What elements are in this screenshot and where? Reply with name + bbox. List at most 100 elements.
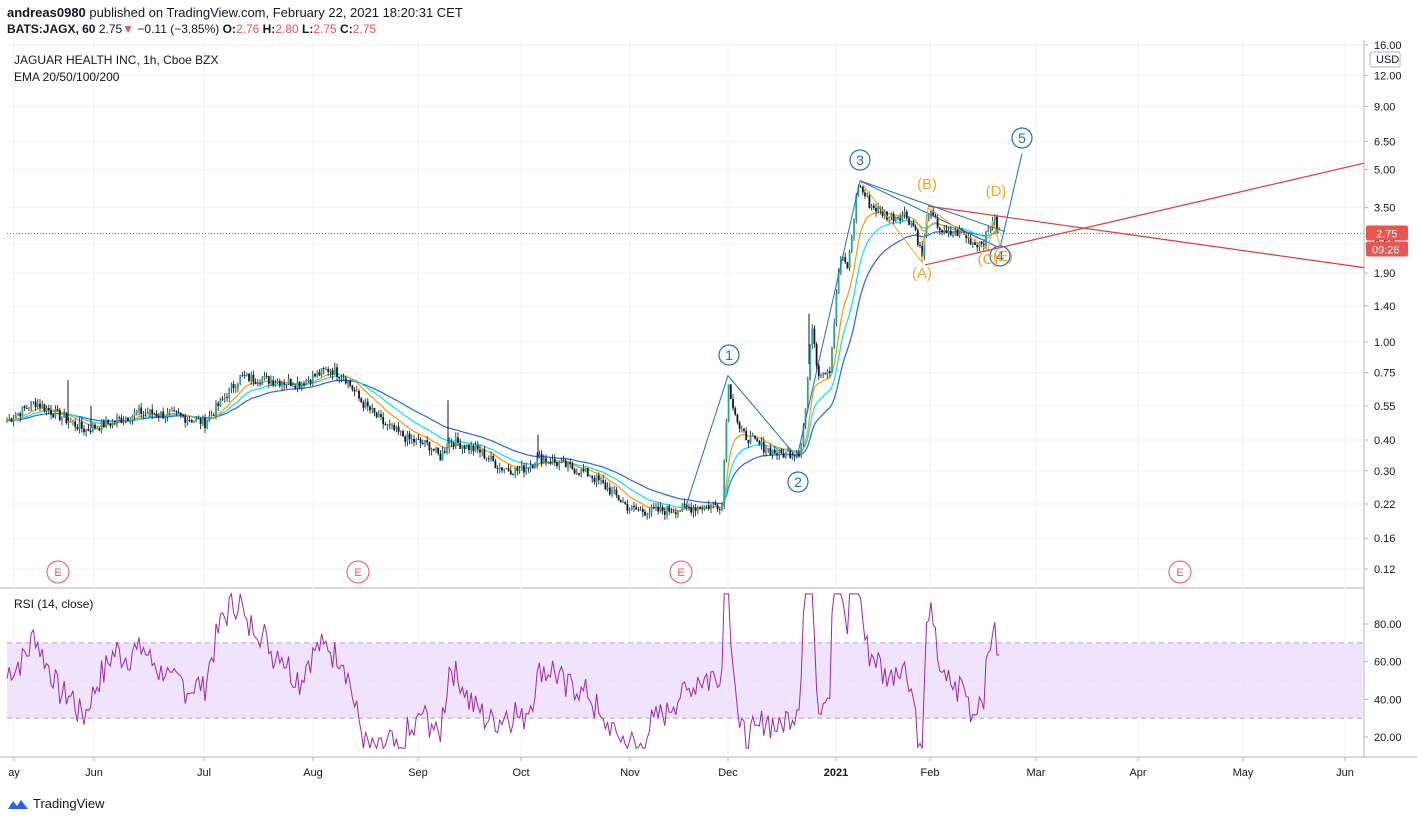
candle-body bbox=[472, 445, 475, 451]
candle-body bbox=[135, 411, 138, 413]
candle-body bbox=[670, 511, 673, 513]
candle-body bbox=[960, 228, 963, 233]
candle-body bbox=[74, 421, 77, 427]
candle-body bbox=[52, 414, 55, 418]
candle-body bbox=[974, 242, 976, 246]
candle-body bbox=[325, 368, 327, 370]
candle-body bbox=[626, 503, 629, 511]
rsi-legend[interactable]: RSI (14, close) bbox=[14, 597, 94, 611]
price-axis[interactable]: 16.0012.009.006.505.003.502.501.901.401.… bbox=[1364, 40, 1402, 576]
close-label: C: bbox=[340, 22, 353, 36]
candle-body bbox=[828, 371, 831, 373]
candle-body bbox=[298, 381, 301, 388]
ema-100-line bbox=[6, 219, 1000, 509]
price-tick-label: 0.22 bbox=[1374, 499, 1395, 511]
price-tick-label: 0.40 bbox=[1374, 435, 1395, 447]
candle-body bbox=[681, 503, 684, 511]
wave-label-text: 4 bbox=[996, 248, 1004, 264]
candle-body bbox=[806, 380, 809, 409]
candle-body bbox=[61, 417, 63, 421]
candle-body bbox=[127, 417, 129, 421]
candle-body bbox=[237, 383, 239, 388]
candle-body bbox=[773, 449, 776, 454]
time-tick-label: Mar bbox=[1027, 767, 1046, 779]
candle-body bbox=[490, 455, 492, 460]
candle-body bbox=[267, 376, 270, 384]
candle-body bbox=[417, 439, 420, 440]
candle-body bbox=[815, 344, 818, 366]
rsi-tick-label: 20.00 bbox=[1374, 732, 1402, 744]
candle-body bbox=[996, 216, 998, 230]
candle-body bbox=[314, 374, 316, 377]
candle-body bbox=[10, 418, 13, 422]
candle-body bbox=[261, 378, 264, 385]
candle-body bbox=[105, 419, 107, 428]
candle-body bbox=[604, 482, 607, 490]
candle-body bbox=[463, 445, 466, 449]
candle-body bbox=[914, 226, 917, 230]
candle-body bbox=[641, 509, 644, 512]
ema-legend[interactable]: EMA 20/50/100/200 bbox=[14, 70, 120, 84]
candle-body bbox=[186, 419, 189, 423]
candle-body bbox=[457, 437, 459, 443]
candle-body bbox=[118, 417, 121, 419]
candle-body bbox=[63, 413, 66, 418]
candle-body bbox=[747, 440, 750, 444]
drawings[interactable]: 1 2 3 4 5 (A) (B) (C) (D) (E) E E E E bbox=[7, 127, 1365, 584]
candle-body bbox=[386, 424, 389, 426]
candle-body bbox=[168, 411, 171, 413]
candle-body bbox=[501, 467, 503, 471]
candle-body bbox=[811, 328, 814, 346]
candle-body bbox=[833, 323, 836, 348]
candle-body bbox=[536, 456, 539, 465]
candle-body bbox=[514, 467, 517, 475]
candle-body bbox=[8, 418, 11, 421]
candle-body bbox=[338, 377, 341, 379]
candle-body bbox=[868, 195, 871, 208]
candle-body bbox=[91, 424, 94, 433]
candle-body bbox=[525, 467, 528, 473]
candle-body bbox=[938, 227, 941, 231]
candle-body bbox=[12, 418, 15, 422]
candle-body bbox=[327, 368, 330, 372]
candle-body bbox=[219, 398, 222, 406]
candle-body bbox=[116, 417, 118, 423]
candle-body bbox=[956, 229, 959, 236]
candle-body bbox=[912, 222, 915, 227]
candle-body bbox=[584, 468, 587, 472]
candle-body bbox=[725, 420, 728, 461]
tradingview-brand[interactable]: TradingView bbox=[7, 796, 105, 811]
candle-body bbox=[358, 391, 360, 399]
candle-body bbox=[140, 407, 143, 414]
candle-body bbox=[837, 273, 840, 295]
candle-body bbox=[989, 227, 992, 230]
candle-body bbox=[982, 243, 985, 246]
candle-body bbox=[426, 440, 429, 443]
candle-body bbox=[190, 420, 193, 423]
time-axis[interactable]: ay Jun Jul Aug Sep Oct Nov Dec 2021 Feb Mar Apr May J… bbox=[8, 757, 1354, 779]
candle-body bbox=[492, 455, 495, 462]
candle-body bbox=[452, 442, 455, 447]
candle-body bbox=[83, 428, 85, 433]
candle-body bbox=[494, 461, 497, 469]
candle-body bbox=[976, 245, 979, 248]
candle-body bbox=[270, 380, 272, 384]
instrument-legend[interactable]: JAGUAR HEALTH INC, 1h, Cboe BZX bbox=[14, 53, 219, 67]
candle-body bbox=[292, 386, 294, 387]
candle-body bbox=[388, 424, 391, 426]
candle-body bbox=[164, 417, 167, 419]
candle-body bbox=[613, 489, 616, 491]
candle-body bbox=[949, 230, 952, 235]
candle-body bbox=[542, 458, 545, 464]
candle-body bbox=[861, 186, 864, 193]
candle-body bbox=[424, 440, 426, 445]
candle-body bbox=[408, 433, 411, 440]
corrective-label: (D) bbox=[986, 183, 1007, 200]
candle-body bbox=[859, 186, 862, 188]
candle-body bbox=[679, 510, 682, 512]
candle-body bbox=[661, 506, 664, 512]
rsi-axis[interactable]: 80.00 60.00 40.00 20.00 bbox=[1364, 619, 1402, 744]
low-label: L: bbox=[302, 22, 314, 36]
candle-body bbox=[569, 462, 572, 465]
